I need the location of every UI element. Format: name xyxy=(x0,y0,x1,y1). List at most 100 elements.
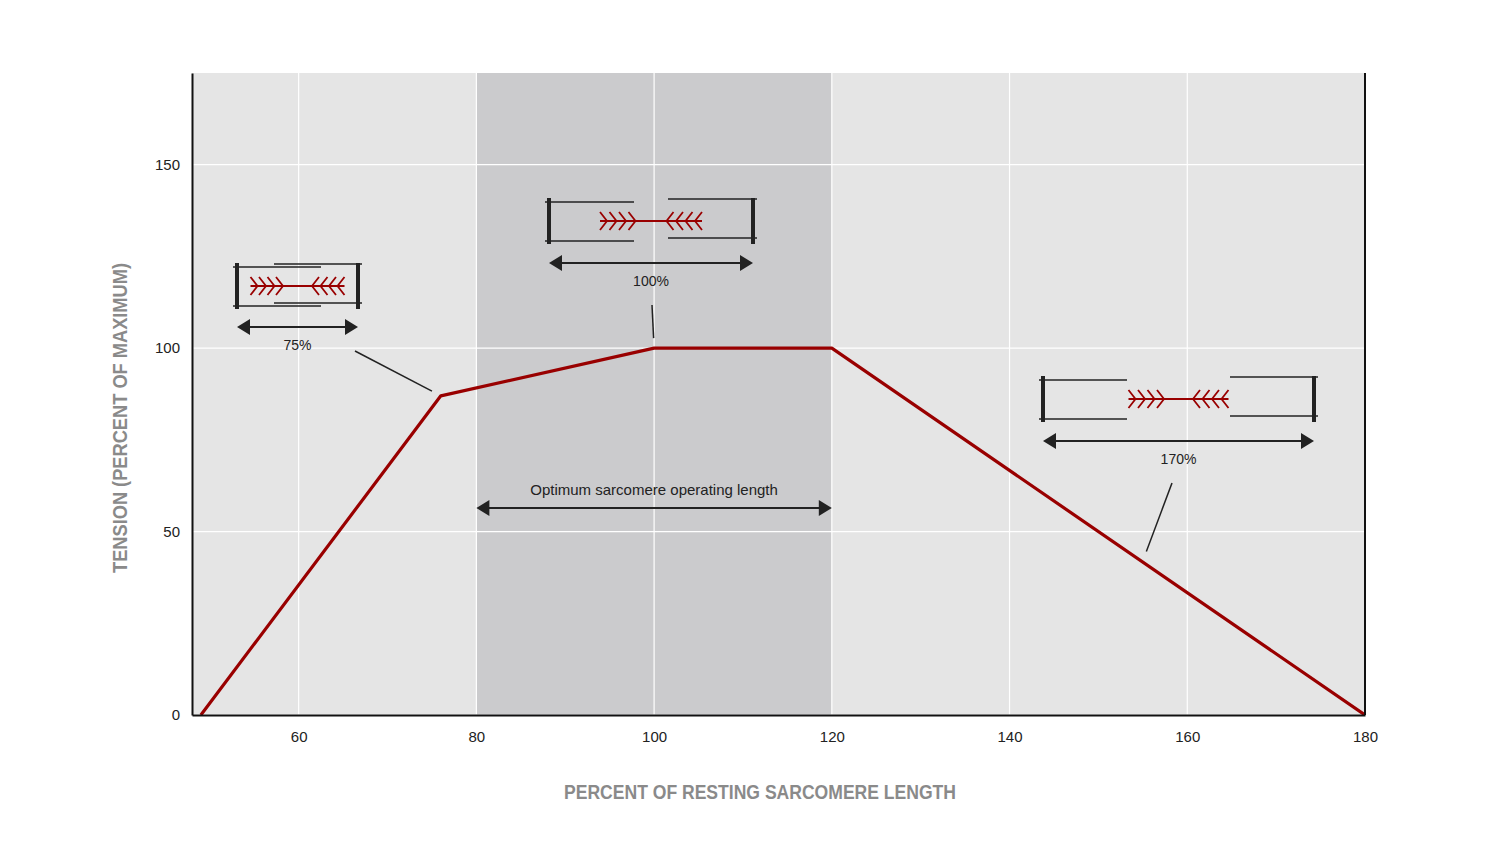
grid-line-x xyxy=(1364,73,1365,715)
myosin-head xyxy=(312,277,319,295)
y-tick-label: 0 xyxy=(172,706,180,723)
length-arrow-shaft xyxy=(560,262,742,264)
length-arrow-head xyxy=(1043,433,1056,449)
myosin-head xyxy=(1157,390,1164,408)
length-arrow-shaft xyxy=(248,326,347,328)
x-tick: 80 xyxy=(469,715,486,745)
tension-line xyxy=(201,348,1365,715)
y-tick: 100 xyxy=(155,339,192,356)
myosin-head xyxy=(1138,390,1145,408)
sarcomere-icon xyxy=(545,198,757,271)
x-axis-line xyxy=(193,715,1366,717)
length-arrow xyxy=(237,319,358,335)
y-tick-label: 100 xyxy=(155,339,180,356)
myosin-head xyxy=(676,212,683,230)
x-tick-label: 60 xyxy=(291,728,308,745)
myosin-head xyxy=(1212,390,1219,408)
sarcomere-label: 170% xyxy=(1161,451,1197,467)
z-line xyxy=(235,263,239,309)
grid-line-x xyxy=(1009,73,1010,715)
x-tick-label: 180 xyxy=(1353,728,1378,745)
length-arrow-head xyxy=(1301,433,1314,449)
myosin-head xyxy=(276,277,283,295)
actin-filament xyxy=(668,198,757,200)
y-tick: 0 xyxy=(172,706,192,723)
grid-line-y xyxy=(192,531,1365,532)
actin-filament xyxy=(1230,415,1318,417)
x-tick: 140 xyxy=(998,715,1023,745)
actin-filament xyxy=(545,240,634,242)
callout-line xyxy=(355,351,432,391)
grid-line-y xyxy=(192,714,1365,715)
band-label: Optimum sarcomere operating length xyxy=(530,481,778,498)
myosin-head xyxy=(600,212,607,230)
length-arrow-shaft xyxy=(1054,440,1303,442)
x-tick: 180 xyxy=(1353,715,1378,745)
myosin-head xyxy=(667,212,674,230)
x-axis: 60 80 100 120 140 160 180 xyxy=(193,715,1379,745)
myosin-head xyxy=(610,212,617,230)
myosin-head xyxy=(1222,390,1229,408)
sarcomere-label: 75% xyxy=(283,337,311,353)
myosin-head xyxy=(619,212,626,230)
actin-filament xyxy=(545,201,634,203)
length-arrow-head xyxy=(345,319,358,335)
grid-line-y xyxy=(192,164,1365,165)
actin-filament xyxy=(233,305,321,307)
length-arrow xyxy=(549,255,753,271)
y-axis-line xyxy=(192,74,194,716)
actin-filament xyxy=(668,237,757,239)
myosin-head xyxy=(686,212,693,230)
x-tick: 60 xyxy=(291,715,308,745)
band-arrow-head xyxy=(476,500,489,516)
band-group xyxy=(476,73,831,715)
z-line xyxy=(1312,376,1316,422)
myosin-head xyxy=(251,277,258,295)
myosin-head xyxy=(1193,390,1200,408)
x-tick: 160 xyxy=(1175,715,1200,745)
myosin-head xyxy=(338,277,345,295)
band-arrow-head xyxy=(819,500,832,516)
plot-background xyxy=(192,73,1365,715)
x-tick: 100 xyxy=(642,715,667,745)
annotations: Optimum sarcomere operating length75%100… xyxy=(233,198,1318,552)
band-arrow xyxy=(476,500,831,516)
sarcomere-icon xyxy=(1039,376,1318,449)
myosin-head xyxy=(321,277,328,295)
myosin-head xyxy=(329,277,336,295)
myosin-head xyxy=(1148,390,1155,408)
grid-line-x xyxy=(476,73,477,715)
x-tick-label: 120 xyxy=(820,728,845,745)
actin-filament xyxy=(233,266,321,268)
y-axis: 0 50 100 150 xyxy=(155,74,193,724)
length-arrow-head xyxy=(237,319,250,335)
myosin-head xyxy=(259,277,266,295)
z-line xyxy=(356,263,360,309)
z-line xyxy=(1041,376,1045,422)
grid-line-x xyxy=(653,73,654,715)
actin-filament xyxy=(1039,379,1127,381)
plot-area xyxy=(201,348,1365,715)
grid-line-x xyxy=(1187,73,1188,715)
y-tick-label: 50 xyxy=(163,523,180,540)
x-tick: 120 xyxy=(820,715,845,745)
length-arrow-head xyxy=(740,255,753,271)
y-tick: 150 xyxy=(155,156,192,173)
x-tick-label: 140 xyxy=(998,728,1023,745)
z-line xyxy=(547,198,551,244)
y-axis-title: TENSION (PERCENT OF MAXIMUM) xyxy=(108,263,131,573)
actin-filament xyxy=(1230,376,1318,378)
x-tick-label: 100 xyxy=(642,728,667,745)
actin-filament xyxy=(274,302,362,304)
callout-line xyxy=(1146,483,1172,552)
grid xyxy=(192,73,1365,715)
length-arrow-head xyxy=(549,255,562,271)
x-tick-label: 160 xyxy=(1175,728,1200,745)
optimum-band xyxy=(476,73,831,715)
x-axis-title: PERCENT OF RESTING SARCOMERE LENGTH xyxy=(564,780,956,803)
grid-line-x xyxy=(831,73,832,715)
y-tick: 50 xyxy=(163,523,192,540)
callout-line xyxy=(652,305,654,338)
myosin-head xyxy=(695,212,702,230)
actin-filament xyxy=(274,263,362,265)
